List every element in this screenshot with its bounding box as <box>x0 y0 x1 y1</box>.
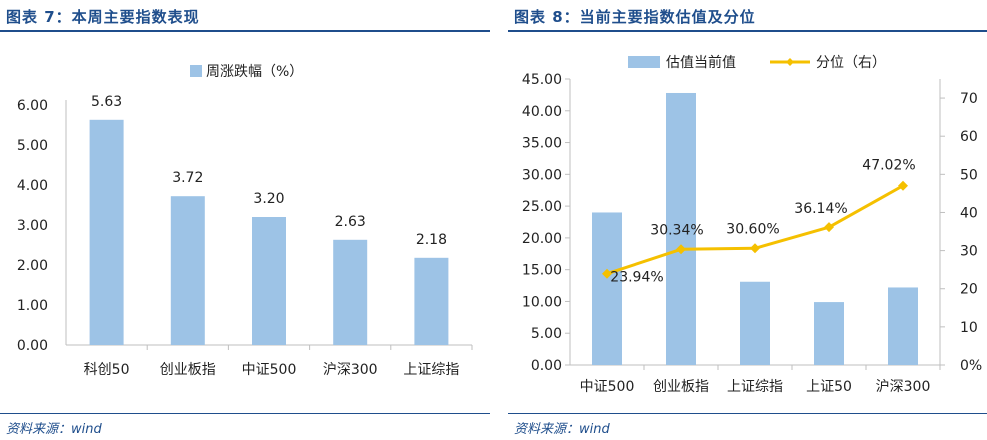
figure7-bottom-rule <box>0 413 490 414</box>
figure8-line-data-label: 47.02% <box>862 158 915 174</box>
figure8-left-y-tick-label: 25.00 <box>522 199 562 215</box>
figure8-line-point <box>602 268 612 279</box>
figure8-legend-line-label: 分位（右） <box>816 55 886 71</box>
figure8-category-label: 上证综指 <box>727 379 783 395</box>
figure7-y-tick-label: 1.00 <box>17 298 48 314</box>
figure8-source: 资料来源：wind <box>514 422 610 437</box>
figure8-top-rule <box>508 30 987 32</box>
figure8-right-y-tick-label: 70 <box>960 91 978 107</box>
figure8-line-point <box>750 243 760 254</box>
figure8-category-label: 上证50 <box>806 379 852 395</box>
figure8-bar <box>888 287 918 365</box>
figure8-category-label: 沪深300 <box>876 379 931 395</box>
figure7-category-label: 创业板指 <box>160 362 216 378</box>
figure7-top-rule <box>0 30 490 32</box>
figure8-bar <box>740 281 770 365</box>
figure7-y-tick-label: 2.00 <box>17 258 48 274</box>
figure8-left-y-tick-label: 20.00 <box>522 231 562 247</box>
figure8-chart: 估值当前值 分位（右） 23.94% 30.34% 30.60% 36.14% 47.0… <box>522 54 982 395</box>
figure7-data-label: 3.20 <box>253 191 284 207</box>
figure8-category-label: 中证500 <box>580 379 635 395</box>
figure8-right-y-tick-label: 60 <box>960 129 978 145</box>
figure8-left-y-tick-label: 45.00 <box>522 72 562 88</box>
figure8-right-y-tick-label: 30 <box>960 244 978 260</box>
figure7-legend: 周涨跌幅（%） <box>190 64 303 80</box>
figure8-line-data-label: 23.94% <box>610 270 663 286</box>
figure8-line-point <box>676 244 686 255</box>
figure8-line-data-label: 30.34% <box>650 222 703 238</box>
figure8-left-y-tick-label: 15.00 <box>522 263 562 279</box>
figure8-right-y-tick-label: 50 <box>960 167 978 183</box>
figure8-bar <box>592 212 622 365</box>
figure8-category-label: 创业板指 <box>653 379 709 395</box>
figure7-legend-label: 周涨跌幅（%） <box>206 64 303 80</box>
figure8-left-y-tick-label: 10.00 <box>522 294 562 310</box>
figure7-source: 资料来源：wind <box>6 422 102 437</box>
figure7-bar <box>252 217 286 345</box>
figure8-left-y-tick-label: 0.00 <box>531 358 562 374</box>
figure8-legend-bar-swatch <box>628 56 660 68</box>
figure8-line-data-label: 36.14% <box>794 201 847 217</box>
figure8-line-data-label: 30.60% <box>726 221 779 237</box>
figure8-right-y-tick-label: 10 <box>960 320 978 336</box>
figure8-legend-line-marker <box>786 58 794 66</box>
figure7-data-label: 3.72 <box>172 170 203 186</box>
figure7-y-tick-label: 5.00 <box>17 138 48 154</box>
figure8-panel: 图表 8：当前主要指数估值及分位 估值当前值 分位（右） 23.94% 30.34… <box>508 0 987 440</box>
figure7-bar <box>414 257 449 345</box>
figure8-left-y-tick-label: 35.00 <box>522 136 562 152</box>
figure7-legend-swatch <box>190 65 202 77</box>
figure8-bar <box>666 92 696 365</box>
figure8-right-y-tick-label: 20 <box>960 282 978 298</box>
figure8-right-y-tick-label: 0% <box>960 358 982 374</box>
figure7-category-label: 上证综指 <box>403 362 459 378</box>
figure8-line-point <box>824 222 834 233</box>
figure8-left-y-tick-label: 30.00 <box>522 167 562 183</box>
figure7-y-tick-label: 3.00 <box>17 218 48 234</box>
figure7-chart: 周涨跌幅（%） 5.63 3.72 3.20 2.63 2.18 0.00 1.00 2.0… <box>17 64 473 378</box>
figure8-title: 图表 8：当前主要指数估值及分位 <box>514 8 756 26</box>
figure8-right-y-tick-label: 40 <box>960 205 978 221</box>
figure7-y-tick-label: 0.00 <box>17 338 48 354</box>
figure8-legend-bar-label: 估值当前值 <box>666 54 736 71</box>
figure8-bar <box>814 302 844 365</box>
figure7-panel: 图表 7：本周主要指数表现 周涨跌幅（%） 5.63 3.72 3.20 2.63 2.… <box>0 0 490 440</box>
figure7-data-label: 2.63 <box>335 214 366 230</box>
figure7-category-label: 中证500 <box>242 362 297 378</box>
figure8-legend: 估值当前值 分位（右） <box>628 54 886 71</box>
figure8-bottom-rule <box>508 413 987 414</box>
figure8-left-y-tick-label: 40.00 <box>522 104 562 120</box>
figure7-data-label: 5.63 <box>91 94 122 110</box>
figure7-bar <box>170 196 205 345</box>
figure7-bar <box>89 119 124 345</box>
figure8-line-point <box>898 180 908 191</box>
figure7-data-label: 2.18 <box>416 232 447 248</box>
figure8-left-y-tick-label: 5.00 <box>531 326 562 342</box>
figure7-bar <box>333 239 368 345</box>
figure7-category-label: 科创50 <box>84 362 130 378</box>
figure7-y-tick-label: 4.00 <box>17 178 48 194</box>
figure7-title: 图表 7：本周主要指数表现 <box>6 8 200 26</box>
figure7-category-label: 沪深300 <box>323 362 378 378</box>
figure7-y-tick-label: 6.00 <box>17 98 48 114</box>
